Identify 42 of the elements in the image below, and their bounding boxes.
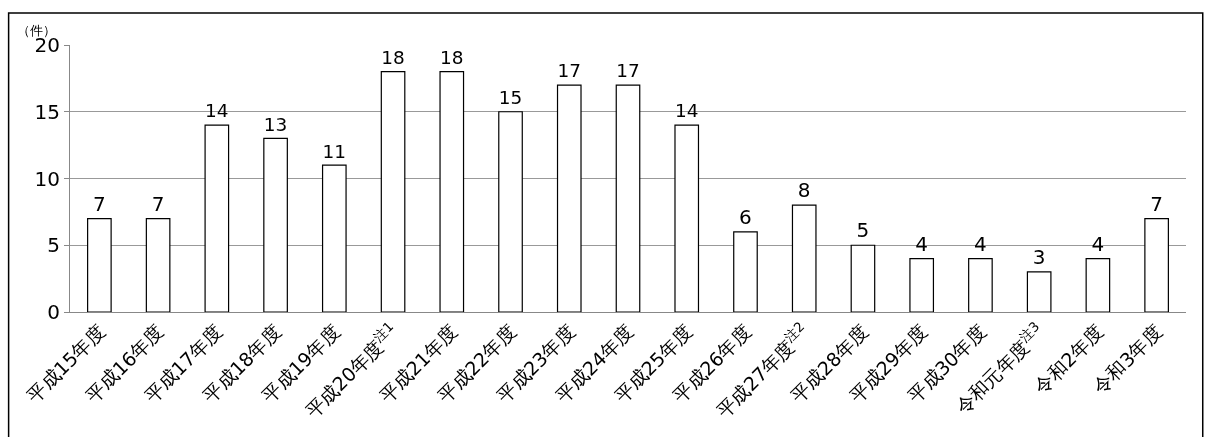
data-label: 4 [915, 231, 929, 256]
bar [615, 84, 641, 312]
data-label: 7 [93, 191, 106, 216]
data-label: 3 [1032, 244, 1046, 269]
bar [263, 137, 288, 312]
data-label: 7 [1150, 191, 1163, 216]
bar [498, 111, 523, 312]
y-tick-label: 10 [34, 166, 60, 191]
bar [733, 231, 758, 312]
bar [1144, 217, 1169, 312]
bar [380, 71, 406, 312]
data-label: 18 [440, 47, 464, 69]
y-tick-label: 5 [47, 233, 60, 258]
bar [556, 84, 582, 312]
y-tick-label: 0 [47, 300, 60, 324]
bar [439, 71, 465, 312]
data-label: 4 [1091, 231, 1105, 256]
data-label: 14 [674, 100, 699, 122]
bar [968, 258, 993, 312]
data-label: 14 [205, 100, 229, 122]
data-label: 5 [856, 218, 870, 243]
data-label: 11 [322, 140, 347, 162]
data-label: 17 [557, 60, 582, 82]
bar [321, 164, 347, 312]
bar [87, 217, 112, 312]
bar [909, 258, 935, 312]
bar [204, 124, 230, 312]
data-label: 15 [498, 87, 523, 109]
bar [674, 124, 700, 312]
data-label: 13 [263, 113, 288, 135]
bar [1026, 271, 1052, 312]
data-label: 8 [797, 178, 811, 203]
bar [850, 244, 876, 312]
y-tick-label: 15 [34, 99, 60, 124]
bar [791, 204, 817, 312]
data-label: 4 [974, 231, 987, 256]
data-label: 7 [151, 191, 165, 216]
data-label: 17 [616, 60, 640, 82]
bar [145, 217, 171, 312]
data-label: 6 [739, 204, 752, 229]
data-label: 18 [381, 47, 405, 69]
bar [1085, 258, 1111, 312]
